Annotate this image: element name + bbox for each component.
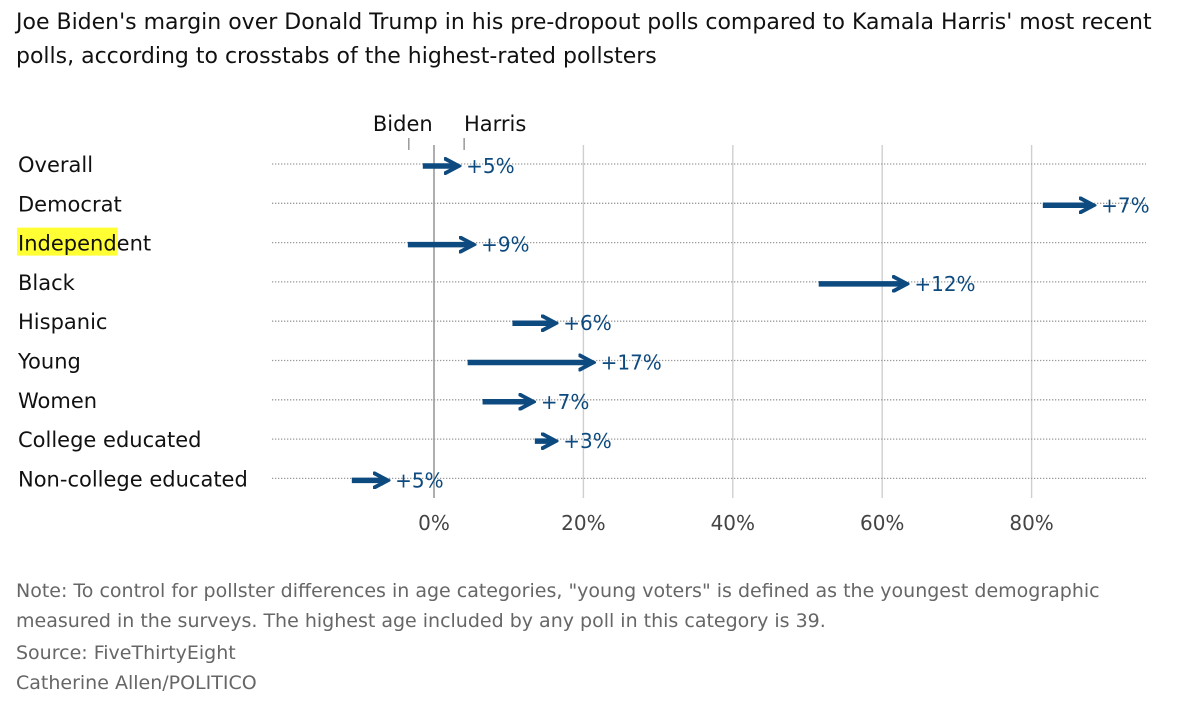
category-label: Black [18, 271, 76, 295]
change-label: +6% [563, 311, 612, 335]
category-row: Democrat +7% [18, 192, 1150, 217]
category-row: Hispanic +6% [18, 310, 1146, 335]
category-rows: Overall +5% Democrat +7% Independent +9% Black… [17, 153, 1150, 492]
x-tick-label: 0% [418, 511, 450, 535]
source-credit: Source: FiveThirtyEight [16, 642, 236, 664]
change-label: +9% [481, 233, 529, 257]
chart-title: Joe Biden's margin over Donald Trump in … [16, 10, 1152, 69]
category-label: Hispanic [18, 310, 107, 334]
category-label: Young [17, 350, 81, 374]
category-row: Black +12% [18, 271, 1146, 296]
legend-start-label: Biden [373, 112, 433, 136]
category-row: Women +7% [18, 389, 1146, 414]
change-label: +7% [541, 390, 590, 414]
change-label: +5% [466, 154, 515, 178]
x-axis-tick-labels: 0% 20% 40% 60% 80% [418, 511, 1054, 535]
category-row: College educated +3% [18, 428, 1146, 453]
category-label: Women [18, 389, 97, 413]
x-tick-label: 80% [1009, 511, 1053, 535]
change-label: +5% [395, 468, 444, 492]
x-tick-label: 20% [561, 511, 605, 535]
legend: Biden Harris [373, 112, 526, 150]
author-credit: Catherine Allen/POLITICO [16, 672, 257, 694]
change-label: +12% [914, 272, 975, 296]
arrow-chart: Biden Harris Overall +5% Democrat +7% Indepe… [17, 112, 1150, 535]
category-row: Non-college educated +5% [18, 467, 1146, 492]
label-highlight [17, 227, 118, 256]
change-label: +17% [601, 351, 662, 375]
change-label: +7% [1101, 193, 1150, 217]
category-row: Young +17% [17, 350, 1146, 375]
category-label: Overall [18, 153, 93, 177]
category-row: Independent +9% [17, 227, 1146, 257]
category-label: College educated [18, 428, 201, 452]
legend-end-label: Harris [464, 112, 526, 136]
footnote: Note: To control for pollster difference… [16, 580, 1100, 632]
x-tick-label: 60% [860, 511, 904, 535]
category-row: Overall +5% [18, 153, 1146, 178]
category-label: Democrat [18, 192, 122, 216]
x-tick-label: 40% [711, 511, 755, 535]
category-label: Non-college educated [18, 467, 248, 491]
category-label: Independent [18, 232, 151, 256]
change-label: +3% [563, 429, 612, 453]
